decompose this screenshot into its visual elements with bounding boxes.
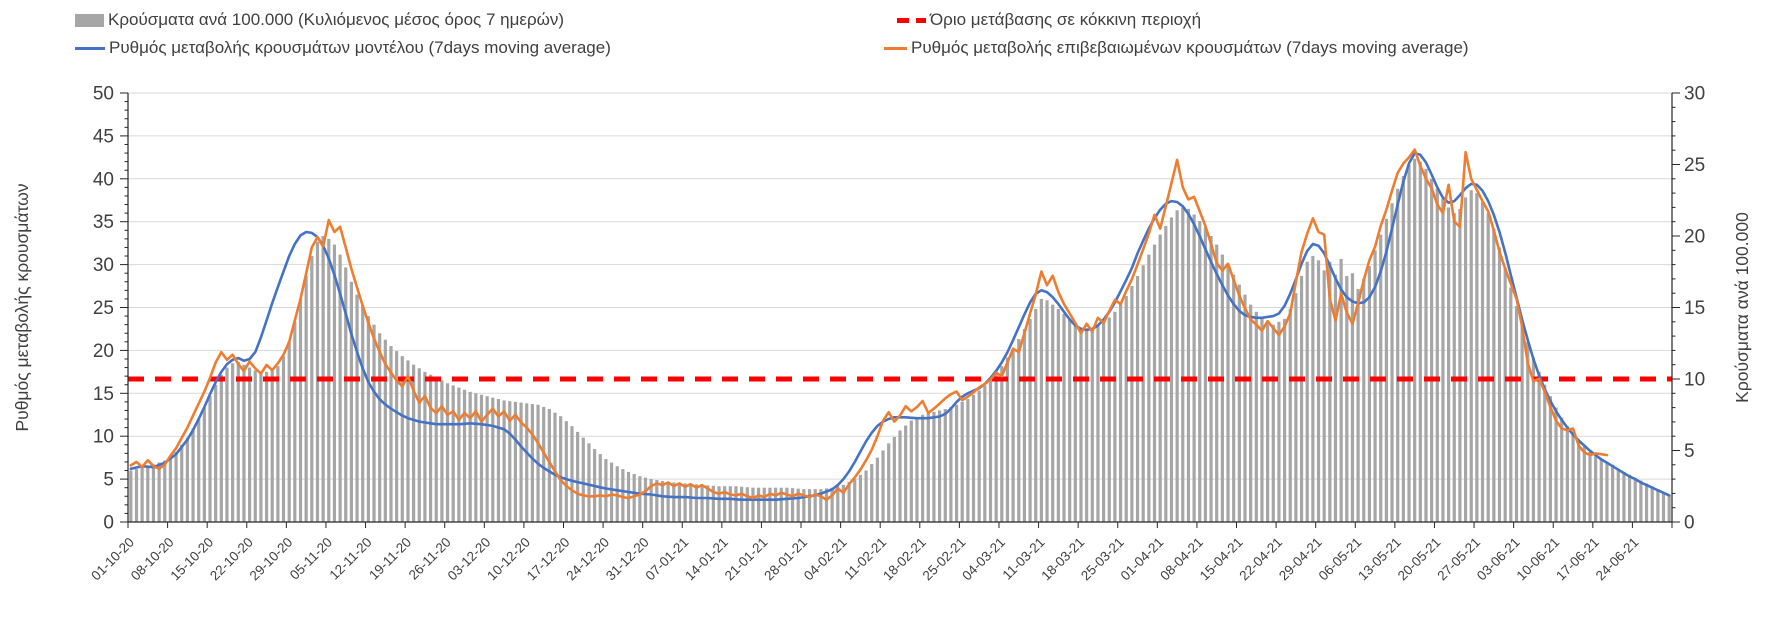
orange-line-swatch-icon	[884, 46, 907, 50]
legend-label-threshold: Όριο μετάβασης σε κόκκινη περιοχή	[930, 10, 1202, 29]
svg-text:25: 25	[93, 298, 114, 319]
legend-label-model: Ρυθμός μεταβολής κρουσμάτων μοντέλου (7d…	[109, 38, 611, 57]
bar-swatch-icon	[75, 13, 104, 27]
svg-text:20: 20	[1684, 227, 1705, 248]
legend-item-confirmed: Ρυθμός μεταβολής επιβεβαιωμένων κρουσμάτ…	[884, 38, 1469, 58]
svg-text:0: 0	[103, 513, 114, 534]
gridlines	[128, 92, 1672, 480]
svg-text:04-02-21: 04-02-21	[801, 535, 850, 584]
svg-text:35: 35	[93, 212, 114, 233]
x-axis-labels: 01-10-2008-10-2015-10-2022-10-2029-10-20…	[88, 535, 1641, 584]
svg-text:0: 0	[1684, 513, 1695, 534]
confirmed-line	[129, 148, 1609, 502]
legend-item-model: Ρυθμός μεταβολής κρουσμάτων μοντέλου (7d…	[75, 38, 611, 58]
legend-label-confirmed: Ρυθμός μεταβολής επιβεβαιωμένων κρουσμάτ…	[911, 38, 1469, 57]
svg-text:5: 5	[1684, 441, 1695, 462]
svg-text:05-11-20: 05-11-20	[287, 535, 335, 583]
y-axis-right-labels: 0 5 10 15 20 25 30	[1684, 84, 1705, 534]
y-axis-left-labels: 0 5 10 15 20 25 30 35 40 45 50	[93, 84, 114, 534]
svg-text:24-06-21: 24-06-21	[1593, 535, 1642, 584]
svg-text:12-11-20: 12-11-20	[327, 535, 375, 583]
blue-line-swatch-icon	[75, 46, 105, 50]
y-axis-right-title: Κρούσματα ανά 100.000	[1732, 212, 1752, 403]
svg-text:40: 40	[93, 169, 114, 190]
svg-text:30: 30	[93, 255, 114, 276]
axis-ticks	[120, 92, 1680, 528]
svg-text:04-03-21: 04-03-21	[959, 535, 1008, 584]
legend-label-bars: Κρούσματα ανά 100.000 (Κυλιόμενος μέσος …	[108, 10, 565, 29]
dashed-line-swatch-icon	[897, 17, 926, 23]
svg-text:5: 5	[103, 470, 114, 491]
svg-text:50: 50	[93, 84, 114, 105]
svg-text:15: 15	[1684, 298, 1705, 319]
svg-text:20: 20	[93, 341, 114, 362]
svg-text:15: 15	[93, 384, 114, 405]
y-axis-left-title: Ρυθμός μεταβολής κρουσμάτων	[12, 183, 32, 431]
svg-text:30: 30	[1684, 84, 1705, 105]
legend-item-bars: Κρούσματα ανά 100.000 (Κυλιόμενος μέσος …	[75, 10, 564, 30]
svg-text:25: 25	[1684, 155, 1705, 176]
svg-text:19-11-20: 19-11-20	[366, 535, 414, 583]
svg-text:29-10-20: 29-10-20	[247, 535, 296, 584]
bars-series	[129, 158, 1671, 523]
svg-text:45: 45	[93, 126, 114, 147]
svg-text:10: 10	[93, 427, 114, 448]
legend-item-threshold: Όριο μετάβασης σε κόκκινη περιοχή	[897, 10, 1201, 30]
svg-text:10: 10	[1684, 370, 1705, 391]
